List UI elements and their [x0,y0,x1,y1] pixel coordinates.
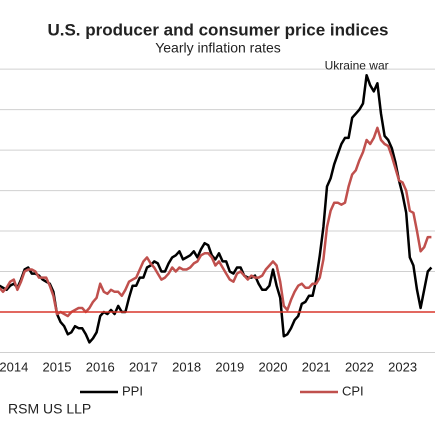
series-line [0,126,432,318]
annotation: Ukraine war [325,58,389,72]
x-tick-label: 2017 [129,359,158,374]
chart-subtitle: Yearly inflation rates [155,40,281,56]
x-tick-label: 2023 [388,359,417,374]
x-tick-label: 2021 [302,359,331,374]
x-tick-label: 2020 [259,359,288,374]
legend-label: CPI [342,383,364,398]
x-tick-label: 2019 [215,359,244,374]
x-tick-label: 2018 [172,359,201,374]
series-line [0,73,433,344]
x-tick-label: 2014 [0,359,28,374]
x-tick-label: 2016 [86,359,115,374]
chart-title: U.S. producer and consumer price indices [47,20,388,39]
x-tick-label: 2015 [43,359,72,374]
source: RSM US LLP [8,401,91,417]
legend-label: PPI [122,383,143,398]
x-tick-label: 2022 [345,359,374,374]
